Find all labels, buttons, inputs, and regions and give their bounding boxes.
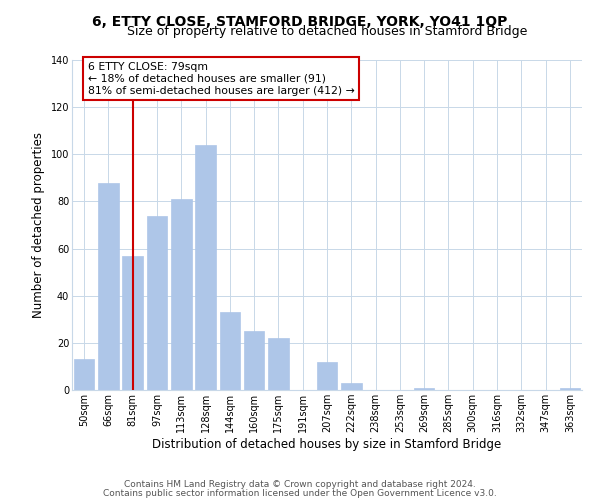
Bar (74, 360, 94, 390)
Bar (220, 312, 240, 390)
Bar (341, 383, 362, 390)
Bar (98, 182, 119, 390)
Bar (171, 199, 191, 390)
Title: Size of property relative to detached houses in Stamford Bridge: Size of property relative to detached ho… (127, 25, 527, 38)
Bar (268, 338, 289, 390)
Text: Contains HM Land Registry data © Crown copyright and database right 2024.: Contains HM Land Registry data © Crown c… (124, 480, 476, 489)
Bar (146, 216, 167, 390)
Text: 6 ETTY CLOSE: 79sqm
← 18% of detached houses are smaller (91)
81% of semi-detach: 6 ETTY CLOSE: 79sqm ← 18% of detached ho… (88, 62, 355, 96)
Bar (317, 362, 337, 390)
Y-axis label: Number of detached properties: Number of detached properties (32, 132, 45, 318)
Bar (195, 145, 216, 390)
Bar (244, 331, 265, 390)
Bar (414, 388, 434, 390)
Text: 6, ETTY CLOSE, STAMFORD BRIDGE, YORK, YO41 1QP: 6, ETTY CLOSE, STAMFORD BRIDGE, YORK, YO… (92, 15, 508, 29)
X-axis label: Distribution of detached houses by size in Stamford Bridge: Distribution of detached houses by size … (152, 438, 502, 451)
Bar (122, 256, 143, 390)
Bar (560, 388, 580, 390)
Text: Contains public sector information licensed under the Open Government Licence v3: Contains public sector information licen… (103, 488, 497, 498)
